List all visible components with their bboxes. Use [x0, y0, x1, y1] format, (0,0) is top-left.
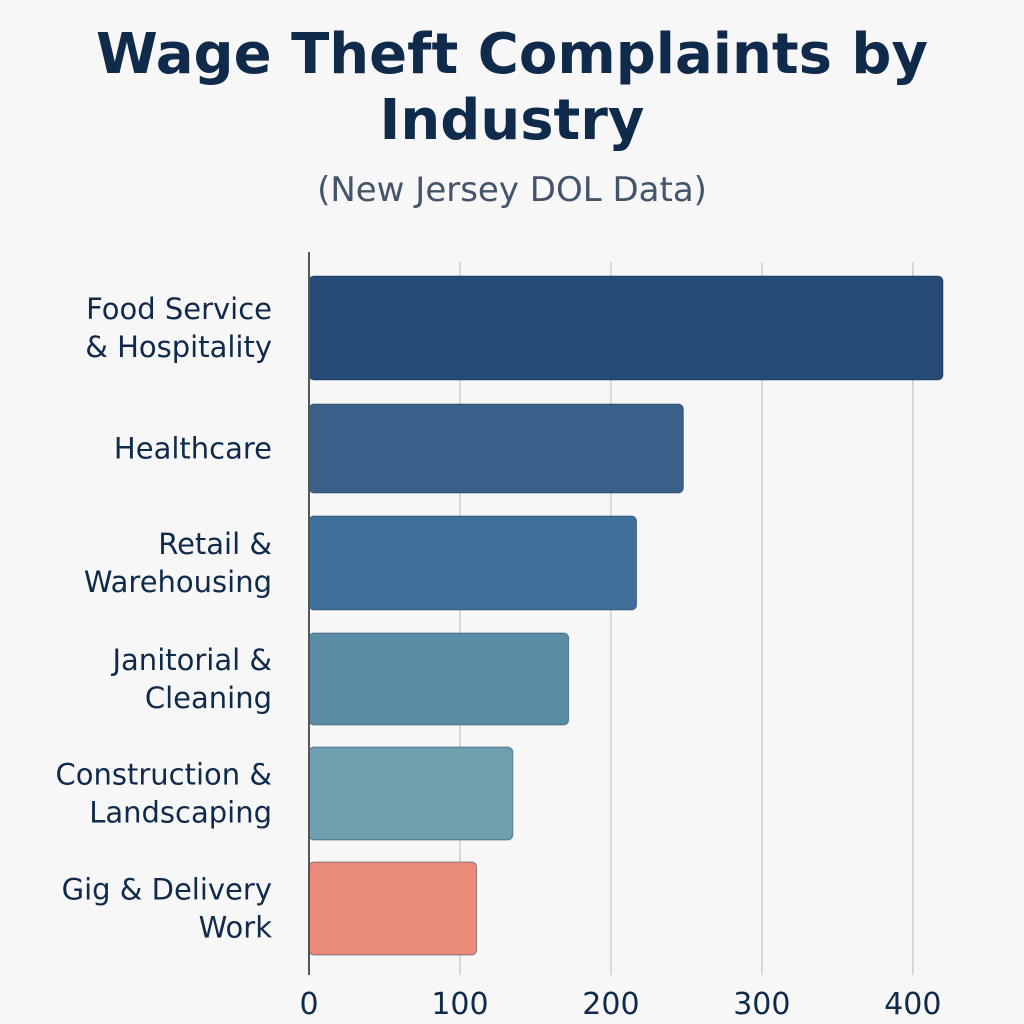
x-tick-label: 100 [431, 987, 488, 1022]
bar [308, 746, 514, 841]
x-tick-label: 0 [299, 987, 318, 1022]
category-label-line: Gig & Delivery [62, 873, 272, 907]
category-label-line: Work [199, 911, 273, 945]
bar [308, 861, 478, 956]
chart-title: Wage Theft Complaints by Industry [95, 22, 929, 153]
category-label: Food Service & Hospitality [85, 292, 272, 364]
category-labels: Food Service & Hospitality Healthcare Retai… [56, 292, 273, 945]
category-label-line: & Hospitality [85, 330, 272, 364]
category-label: Healthcare [114, 432, 272, 466]
gridlines [459, 262, 914, 975]
category-label-line: Janitorial & [110, 643, 272, 677]
category-label: Construction & Landscaping [56, 758, 272, 830]
bar [308, 632, 570, 726]
bar [308, 515, 638, 611]
category-label-line: Construction & [56, 758, 272, 792]
category-label: Gig & Delivery Work [62, 873, 273, 945]
bars [308, 275, 944, 956]
category-label-line: Landscaping [89, 796, 272, 830]
x-tick-label: 400 [884, 987, 941, 1022]
chart-subtitle: (New Jersey DOL Data) [317, 170, 707, 210]
category-label-line: Healthcare [114, 432, 272, 466]
bar [308, 275, 944, 381]
category-label-line: Cleaning [145, 681, 272, 715]
bar [308, 403, 684, 494]
x-tick-label: 200 [582, 987, 639, 1022]
category-label: Janitorial & Cleaning [110, 643, 272, 715]
category-label-line: Retail & [158, 527, 272, 561]
category-label-line: Warehousing [84, 565, 272, 599]
x-tick-label: 300 [733, 987, 790, 1022]
x-tick-labels: 0 100 200 300 400 [299, 987, 941, 1022]
category-label-line: Food Service [86, 292, 272, 326]
category-label: Retail & Warehousing [84, 527, 272, 599]
